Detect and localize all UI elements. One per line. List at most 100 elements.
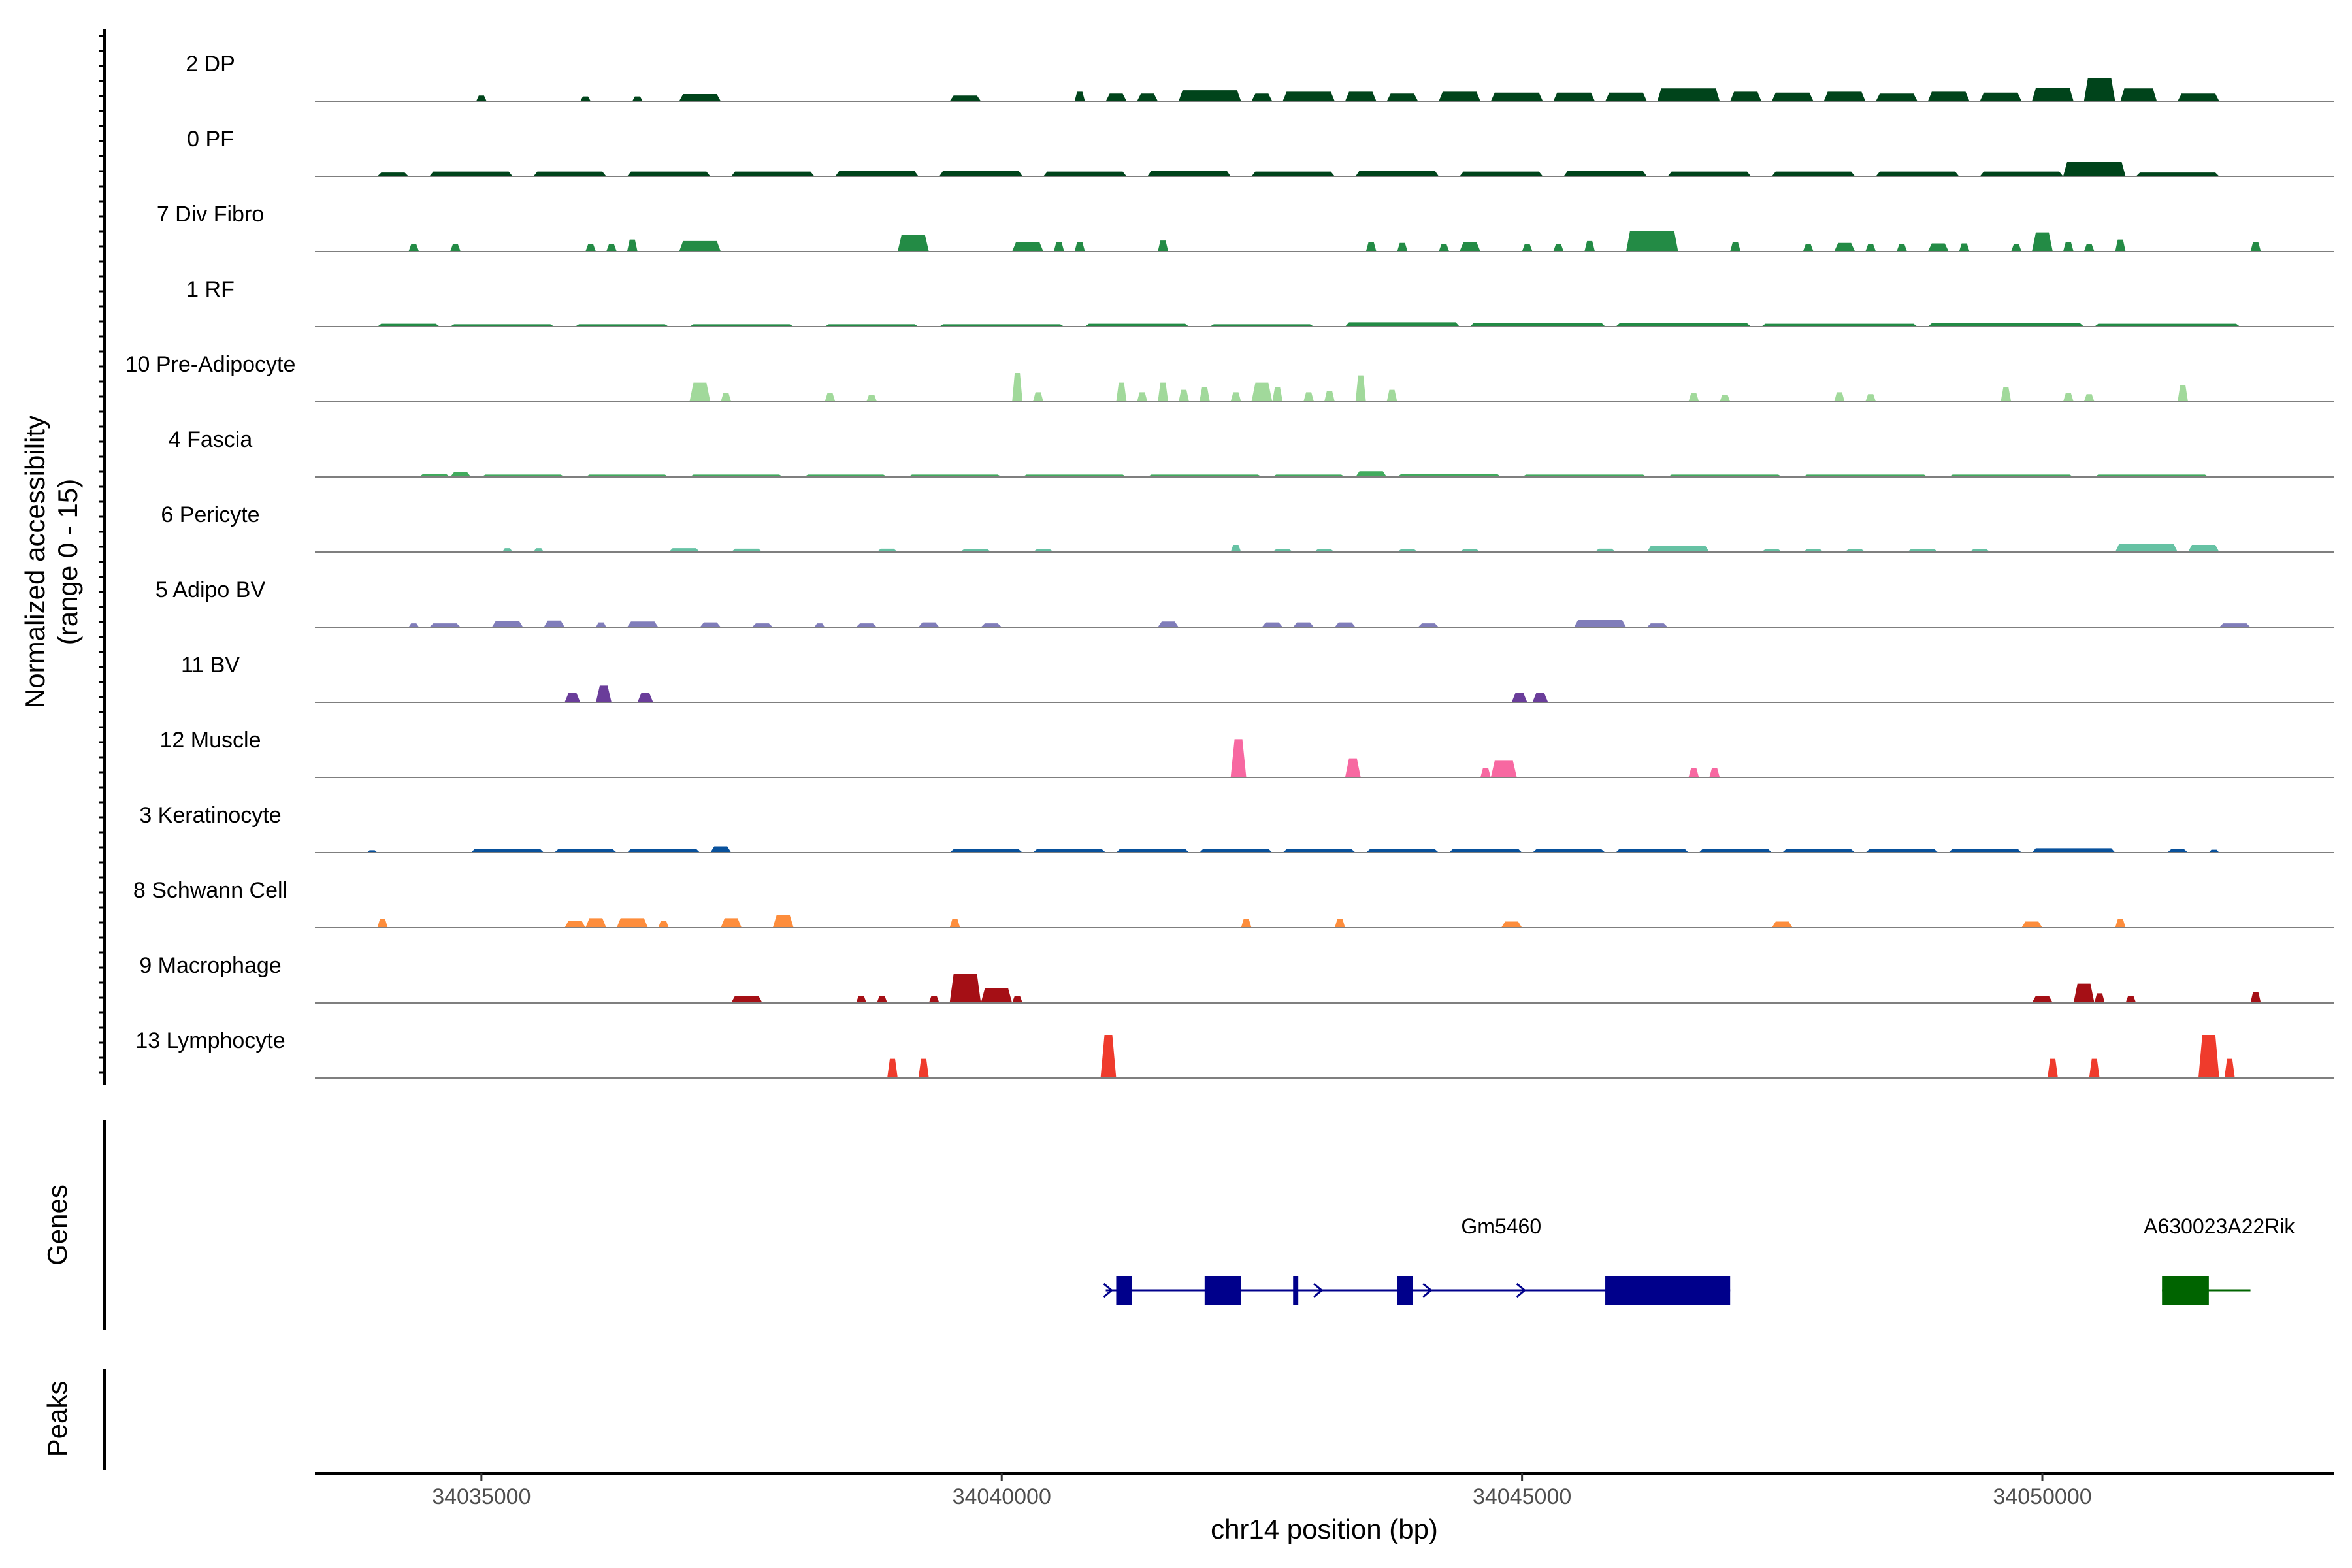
accessibility-peak [1386, 389, 1397, 402]
accessibility-peak [1646, 623, 1668, 627]
gene-a630023a22rik: A630023A22Rik [2144, 1215, 2295, 1305]
accessibility-peak [1803, 244, 1814, 252]
accessibility-peak [1865, 244, 1876, 252]
accessibility-peak [1282, 849, 1356, 853]
accessibility-peak [2125, 996, 2136, 1003]
accessibility-peak [1730, 91, 1761, 101]
accessibility-peak [564, 693, 581, 702]
accessibility-peak [1460, 242, 1480, 252]
track-label: 5 Adipo BV [155, 578, 266, 602]
accessibility-peak [1033, 549, 1054, 552]
track-2-dp: 2 DP [186, 52, 2334, 102]
accessibility-peak [1262, 622, 1283, 627]
accessibility-peak [1522, 244, 1533, 252]
accessibility-peak [1397, 242, 1408, 252]
accessibility-peak [2063, 242, 2074, 252]
accessibility-peak [1158, 382, 1169, 402]
track-5-adipo-bv: 5 Adipo BV [155, 578, 2334, 628]
accessibility-peak [1053, 242, 1064, 252]
accessibility-peak [1646, 546, 1710, 552]
accessibility-peak [1033, 849, 1106, 853]
accessibility-peak [627, 621, 659, 627]
track-label: 8 Schwann Cell [133, 878, 287, 903]
accessibility-peak [1771, 92, 1814, 101]
accessibility-peak [887, 1058, 898, 1078]
accessibility-peak [2198, 1035, 2219, 1078]
accessibility-peak [450, 472, 471, 477]
accessibility-peak [1803, 549, 1824, 552]
accessibility-peak [1100, 1035, 1117, 1078]
track-7-div-fibro: 7 Div Fibro [157, 202, 2334, 252]
accessibility-peak [2073, 983, 2095, 1003]
accessibility-peak [1688, 393, 1699, 402]
accessibility-peak [835, 171, 919, 176]
accessibility-peak [377, 919, 388, 928]
track-label: 13 Lymphocyte [135, 1028, 285, 1053]
accessibility-peak [1709, 768, 1720, 777]
track-8-schwann-cell: 8 Schwann Cell [133, 878, 2334, 928]
accessibility-peak [585, 918, 606, 928]
accessibility-peak [1948, 849, 2022, 853]
accessibility-peak [1730, 242, 1741, 252]
accessibility-peak [1834, 392, 1845, 402]
accessibility-peak [1179, 90, 1241, 101]
x-tick-label: 34035000 [432, 1484, 531, 1509]
accessibility-peak [1085, 323, 1189, 327]
strand-arrow [1313, 1282, 1324, 1298]
accessibility-peak [2188, 545, 2219, 552]
accessibility-peak [918, 1058, 929, 1078]
accessibility-peak [1199, 849, 1273, 853]
accessibility-peak [856, 996, 867, 1003]
accessibility-peak [419, 474, 451, 477]
accessibility-peak [1553, 244, 1564, 252]
accessibility-peak [2083, 78, 2115, 101]
accessibility-peak [1615, 323, 1752, 327]
genes-panel-label: Genes [42, 1184, 73, 1266]
accessibility-peak [1314, 549, 1335, 552]
track-12-muscle: 12 Muscle [160, 728, 2334, 778]
accessibility-peak [1980, 92, 2022, 101]
track-0-pf: 0 PF [187, 127, 2334, 177]
accessibility-peak [1615, 849, 1689, 853]
track-label: 0 PF [187, 127, 234, 152]
accessibility-peak [2178, 385, 2189, 402]
accessibility-peak [1667, 171, 1752, 176]
accessibility-peak [1397, 474, 1501, 477]
accessibility-peak [533, 548, 544, 552]
x-tick-label: 34045000 [1473, 1484, 1571, 1509]
accessibility-peak [1511, 693, 1527, 702]
accessibility-peak [1439, 91, 1480, 101]
accessibility-peak [1355, 471, 1387, 477]
accessibility-peak [1460, 171, 1543, 176]
accessibility-peak [1282, 91, 1335, 101]
accessibility-peak [679, 240, 721, 252]
track-11-bv: 11 BV [181, 653, 2334, 703]
accessibility-peak [554, 849, 617, 853]
gene-name-label: Gm5460 [1461, 1215, 1541, 1238]
accessibility-peak [1345, 91, 1377, 101]
accessibility-peak [1490, 760, 1517, 777]
accessibility-peak [1876, 171, 1959, 176]
accessibility-peak [1365, 849, 1439, 853]
accessibility-peak [1230, 545, 1241, 552]
strand-arrow [1422, 1282, 1433, 1298]
accessibility-peak [1147, 171, 1231, 176]
accessibility-peak [502, 548, 513, 552]
accessibility-peak [1657, 88, 1720, 101]
gene-exon [1116, 1276, 1132, 1305]
accessibility-peak [1345, 322, 1460, 327]
accessibility-peak [491, 621, 523, 627]
accessibility-peak [533, 171, 606, 176]
gene-gm5460: Gm5460 [1103, 1215, 1731, 1305]
accessibility-peak [1043, 171, 1127, 176]
strand-arrow [1103, 1282, 1113, 1298]
track-10-pre-adipocyte: 10 Pre-Adipocyte [125, 352, 2334, 402]
accessibility-peak [2083, 394, 2095, 402]
accessibility-peak [856, 623, 877, 627]
accessibility-peak [377, 172, 409, 176]
accessibility-peak [1439, 244, 1450, 252]
accessibility-peak [580, 96, 591, 101]
accessibility-peak [1876, 93, 1918, 101]
accessibility-peak [918, 622, 939, 627]
accessibility-peak [1449, 849, 1522, 853]
